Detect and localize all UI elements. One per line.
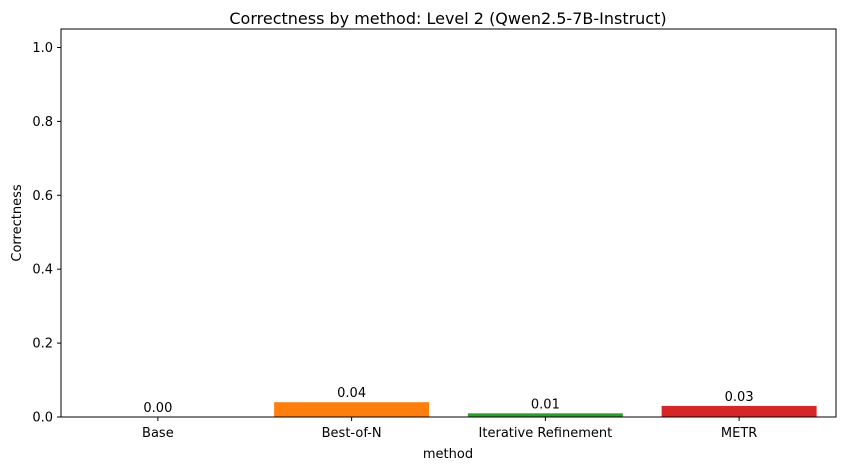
y-tick-label-4: 0.8 [32,115,53,130]
y-tick-label-1: 0.2 [32,337,53,352]
x-axis: Base Best-of-N Iterative Refinement METR [142,417,757,441]
bar-value-label-3: 0.03 [725,390,754,405]
bars-group [274,402,817,417]
bar-value-label-1: 0.04 [337,386,366,401]
value-labels-group: 0.00 0.04 0.01 0.03 [143,386,753,416]
y-tick-label-0: 0.0 [32,411,53,426]
x-tick-label-1: Best-of-N [322,426,382,441]
bar-value-label-2: 0.01 [531,397,560,412]
y-tick-label-3: 0.6 [32,189,53,204]
x-tick-label-0: Base [142,426,174,441]
y-tick-label-2: 0.4 [32,263,53,278]
bar-1 [274,402,430,417]
plot-frame [60,28,837,418]
y-axis-label: Correctness [10,184,25,261]
x-tick-label-2: Iterative Refinement [479,426,613,441]
chart-title: Correctness by method: Level 2 (Qwen2.5-… [229,9,666,28]
bar-2 [467,413,623,417]
bar-3 [661,405,817,417]
y-tick-label-5: 1.0 [32,41,53,56]
x-axis-label: method [423,447,473,462]
x-tick-label-3: METR [721,426,757,441]
bar-value-label-0: 0.00 [143,401,172,416]
y-axis: 0.0 0.2 0.4 0.6 0.8 1.0 [32,41,61,426]
